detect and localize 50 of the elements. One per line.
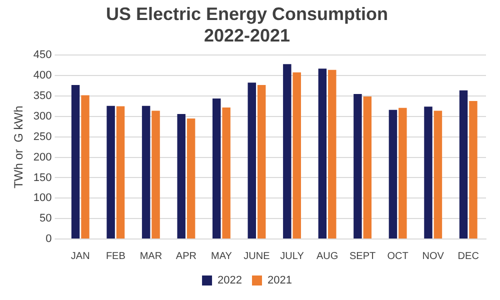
bar (398, 108, 407, 238)
bar (212, 98, 221, 238)
y-tick-label: 450 (33, 49, 52, 62)
bar (177, 114, 186, 238)
legend-label: 2021 (268, 274, 292, 287)
bar (363, 96, 372, 238)
x-tick-label: NOV (422, 250, 444, 262)
x-tick-label: JAN (70, 250, 90, 262)
bar (142, 106, 150, 238)
bar (459, 90, 468, 238)
y-axis-title: TWh or G kWh (12, 106, 26, 188)
x-tick-label: DEC (458, 250, 479, 262)
x-tick-label: SEPT (349, 250, 376, 262)
y-tick-label: 250 (33, 130, 52, 143)
bar (434, 110, 442, 238)
bar (283, 64, 292, 238)
bar (186, 118, 196, 238)
bar (116, 106, 125, 238)
x-tick-label: FEB (106, 250, 126, 262)
bar (106, 106, 115, 238)
y-tick-label: 400 (33, 70, 52, 82)
bar (328, 70, 336, 238)
y-tick-label: 150 (33, 172, 52, 184)
bar (71, 85, 80, 238)
y-tick-label: 350 (33, 90, 52, 102)
bar (354, 94, 362, 238)
bar (257, 85, 266, 238)
bar (292, 72, 301, 238)
chart-title: US Electric Energy Consumption 2022-2021 (106, 4, 388, 46)
bar (81, 95, 90, 238)
bar (222, 107, 230, 238)
bar (469, 100, 478, 238)
x-tick-label: APR (176, 250, 196, 262)
bar (248, 82, 256, 238)
y-tick-label: 100 (33, 192, 52, 204)
x-tick-label: JULY (280, 250, 304, 262)
y-tick-label: 200 (33, 151, 52, 164)
y-tick-label: 300 (33, 110, 52, 122)
x-tick-label: MAR (140, 250, 162, 262)
bar (318, 68, 327, 238)
x-tick-label: MAY (211, 250, 232, 262)
y-tick-label: 0 (46, 233, 52, 246)
bar (424, 106, 432, 238)
bar (152, 110, 160, 238)
x-tick-label: JUNE (244, 250, 270, 262)
y-tick-label: 50 (40, 212, 52, 225)
x-tick-label: OCT (387, 250, 408, 262)
legend-label: 2022 (218, 274, 242, 287)
bar (388, 110, 398, 238)
x-tick-label: AUG (316, 250, 338, 262)
